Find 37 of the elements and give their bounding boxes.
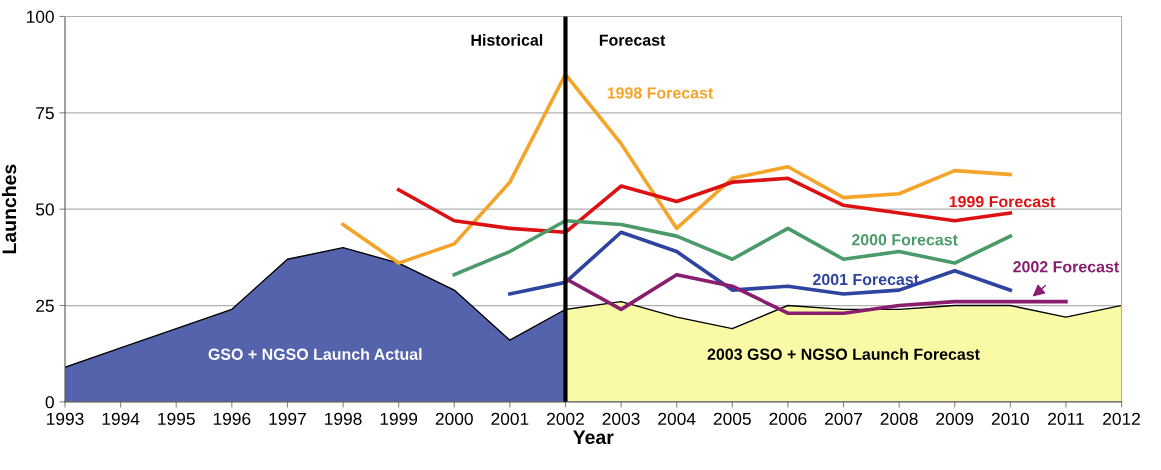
series-label: 1998 Forecast bbox=[607, 87, 714, 99]
x-tick-label: 1995 bbox=[158, 412, 195, 426]
x-tick-label: 2012 bbox=[1103, 412, 1140, 426]
line-series bbox=[508, 230, 1013, 296]
y-tick-label: 0 bbox=[45, 396, 54, 409]
x-tick-label: 2001 bbox=[491, 412, 529, 426]
y-tick-label: 75 bbox=[36, 107, 54, 120]
x-tick-label: 2002 bbox=[547, 412, 584, 426]
x-tick-label: 2008 bbox=[880, 412, 918, 426]
x-tick-label: 2003 bbox=[602, 412, 640, 426]
x-tick-label: 2004 bbox=[658, 412, 696, 426]
series-label: 2002 Forecast bbox=[1013, 261, 1119, 273]
x-tick-label: 1994 bbox=[102, 412, 140, 426]
x-tick-label: 2000 bbox=[435, 412, 473, 426]
x-tick-label: 2011 bbox=[1048, 412, 1084, 426]
x-tick-label: 2009 bbox=[936, 412, 974, 426]
x-tick-label: 2006 bbox=[769, 412, 807, 426]
x-axis-title: Year bbox=[573, 430, 614, 445]
y-axis-title: Launches bbox=[1, 164, 17, 254]
series-label: 1999 Forecast bbox=[949, 195, 1056, 208]
series-label: GSO + NGSO Launch Actual bbox=[208, 348, 422, 360]
x-tick-label: 2005 bbox=[713, 412, 751, 426]
series-label: 2000 Forecast bbox=[851, 234, 958, 246]
x-tick-label: 2007 bbox=[825, 412, 862, 426]
annotation: Historical bbox=[471, 34, 543, 46]
y-tick-label: 100 bbox=[26, 10, 54, 23]
annotation: Forecast bbox=[599, 34, 666, 46]
x-tick-label: 2010 bbox=[991, 412, 1029, 426]
y-tick-label: 25 bbox=[36, 299, 54, 312]
series-label: 2001 Forecast bbox=[813, 273, 919, 286]
x-tick-label: 1999 bbox=[380, 412, 418, 426]
x-tick-label: 1993 bbox=[47, 412, 84, 426]
y-tick-label: 50 bbox=[35, 203, 54, 216]
x-tick-label: 1996 bbox=[213, 412, 251, 426]
series-label: 2003 GSO + NGSO Launch Forecast bbox=[707, 348, 980, 360]
x-tick-label: 1997 bbox=[269, 412, 306, 426]
x-tick-label: 1998 bbox=[325, 412, 362, 426]
